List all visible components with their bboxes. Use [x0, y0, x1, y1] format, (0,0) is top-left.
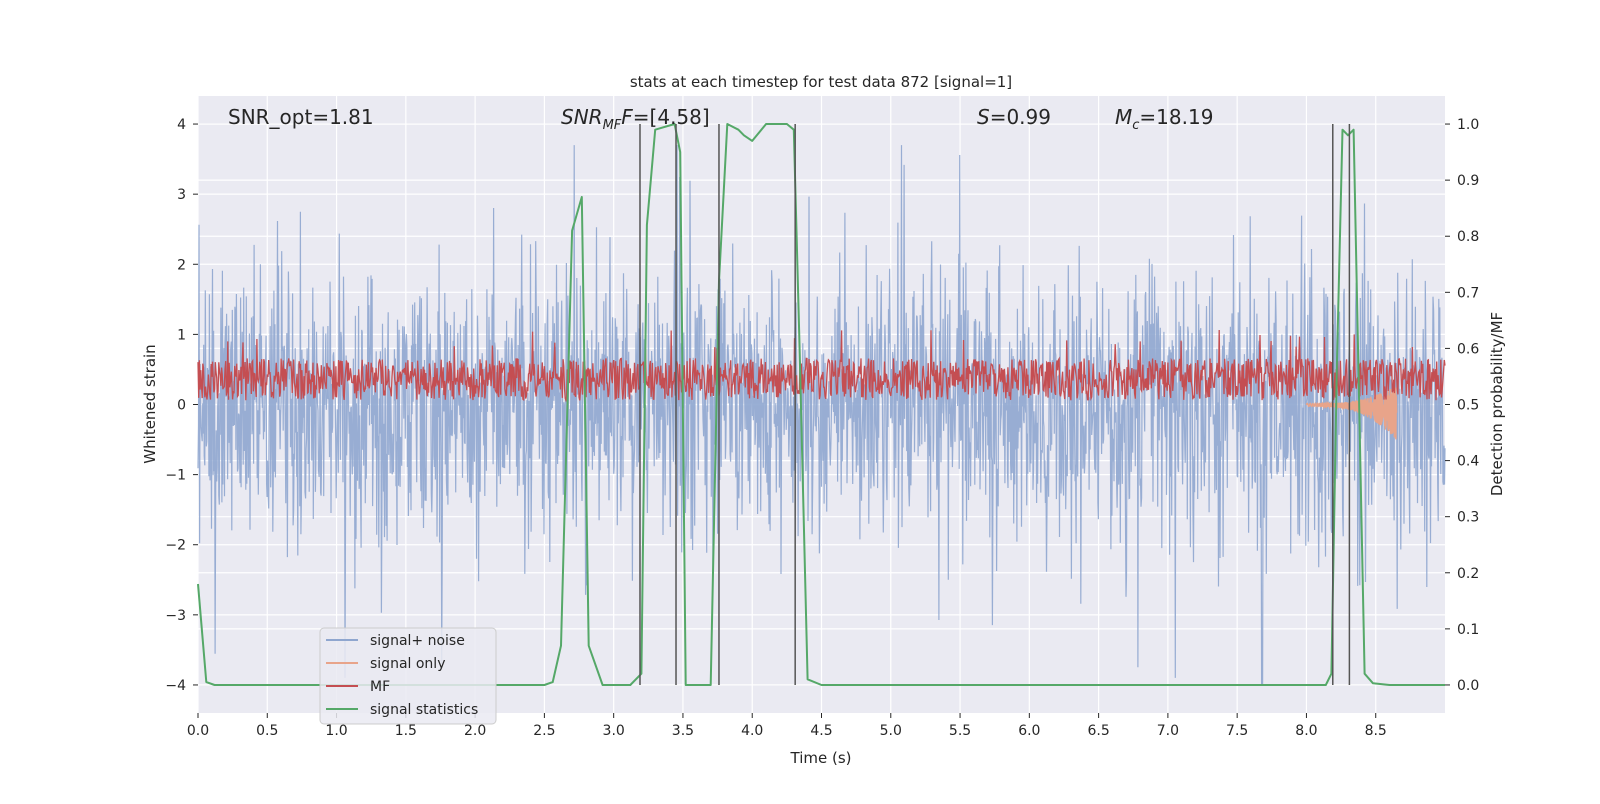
y-tick-label-left: 2 [177, 257, 186, 273]
annotation-s-main: S [977, 105, 990, 129]
legend-label: MF [370, 679, 390, 695]
x-tick-label: 8.5 [1365, 723, 1387, 739]
y-tick-label-left: −1 [165, 468, 186, 484]
legend-label: signal statistics [370, 702, 478, 718]
annotation-s-rest: =0.99 [990, 105, 1051, 129]
series-signal-only-line [1305, 387, 1398, 440]
y-tick-label-right: 0.2 [1457, 566, 1479, 582]
chart-title: stats at each timestep for test data 872… [630, 73, 1012, 91]
y-axis-label-left: Whitened strain [141, 344, 159, 463]
annotation-s: S=0.99 [977, 105, 1051, 129]
y-tick-label-left: −3 [165, 608, 186, 624]
legend-label: signal only [370, 656, 445, 672]
legend: signal+ noise signal only MF signal statist… [319, 627, 497, 725]
y-axis-label-right: Detection probability/MF [1488, 312, 1506, 496]
y-tick-label-right: 0.0 [1457, 678, 1479, 694]
x-tick-label: 0.5 [256, 723, 278, 739]
annotation-snr-mf-rest: =[4.58] [633, 105, 710, 129]
series-mf-line [197, 329, 1446, 403]
series-signal-noise-line [197, 145, 1446, 686]
y-tick-label-left: 3 [177, 187, 186, 203]
x-tick-label: 7.5 [1226, 723, 1248, 739]
y-tick-label-left: −4 [165, 678, 186, 694]
x-tick-label: 2.5 [533, 723, 555, 739]
annotations: SNR_opt=1.81 SNRMFF=[4.58] S=0.99 Mc=18.… [228, 105, 1213, 133]
x-tick-label: 8.0 [1295, 723, 1317, 739]
legend-box [319, 627, 497, 725]
y-tick-label-right: 1.0 [1457, 117, 1479, 133]
y-tick-label-left: 1 [177, 327, 186, 343]
x-tick-label: 3.0 [603, 723, 625, 739]
x-tick-label: 3.5 [672, 723, 694, 739]
x-tick-label: 5.5 [949, 723, 971, 739]
x-tick-label: 0.0 [187, 723, 209, 739]
y-tick-label-right: 0.8 [1457, 229, 1479, 245]
annotation-snr-mf-sub: MF [603, 118, 622, 133]
y-tick-label-left: 4 [177, 117, 186, 133]
annotation-mc-sub: c [1132, 118, 1139, 133]
y-tick-label-left: 0 [177, 398, 186, 414]
x-tick-label: 7.0 [1157, 723, 1179, 739]
annotation-snr-mf: SNRMFF=[4.58] [561, 105, 710, 133]
x-tick-label: 6.5 [1087, 723, 1109, 739]
x-tick-label: 5.0 [880, 723, 902, 739]
annotation-mc-rest: =18.19 [1139, 105, 1213, 129]
ticks: 0.0 0.5 1.0 1.5 2.0 2.5 3.0 3.5 4.0 4.5 5.0 5.5 6.0 6… [165, 117, 1479, 739]
x-tick-label: 4.0 [741, 723, 763, 739]
y-tick-label-right: 0.1 [1457, 622, 1479, 638]
x-tick-label: 6.0 [1018, 723, 1040, 739]
y-tick-label-right: 0.9 [1457, 173, 1479, 189]
annotation-snr-opt: SNR_opt=1.81 [228, 105, 374, 129]
x-tick-label: 4.5 [810, 723, 832, 739]
y-tick-label-right: 0.3 [1457, 510, 1479, 526]
x-axis-label: Time (s) [790, 749, 852, 767]
y-tick-label-right: 0.7 [1457, 285, 1479, 301]
y-tick-label-right: 0.6 [1457, 341, 1479, 357]
x-tick-label: 1.5 [395, 723, 417, 739]
y-tick-label-right: 0.5 [1457, 398, 1479, 414]
legend-label: signal+ noise [370, 633, 465, 649]
x-tick-label: 2.0 [464, 723, 486, 739]
x-tick-label: 1.0 [325, 723, 347, 739]
y-tick-label-right: 0.4 [1457, 454, 1479, 470]
annotation-snr-mf-main: SNR [561, 105, 603, 129]
annotation-snr-mf-f: F [621, 105, 633, 129]
annotation-mc: Mc=18.19 [1115, 105, 1213, 133]
event-markers [639, 124, 1351, 685]
annotation-mc-main: M [1115, 105, 1132, 129]
y-tick-label-left: −2 [165, 538, 186, 554]
